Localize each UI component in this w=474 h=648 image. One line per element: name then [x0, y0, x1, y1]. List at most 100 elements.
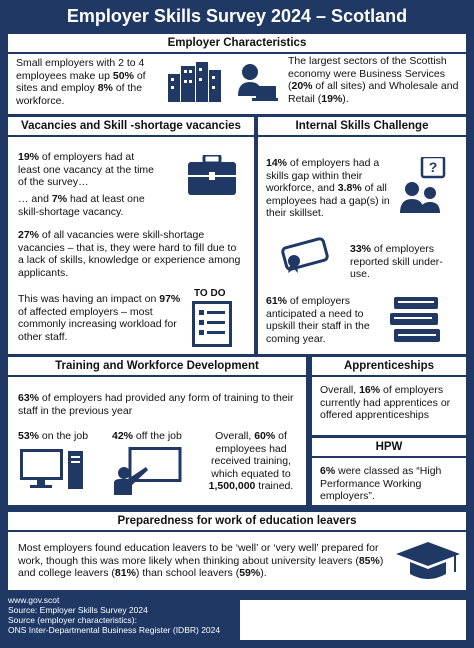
paragraph: 27% of all vacancies were skill-shortage…: [18, 229, 244, 279]
text: of employers had a skills gap within the…: [266, 157, 380, 194]
footer-line: ONS Inter-Departmental Business Register…: [8, 625, 221, 635]
text: of employees had received training, whic…: [211, 430, 291, 480]
computer-icon: [20, 449, 83, 489]
paragraph: 33% of employers reported skill under-us…: [350, 243, 460, 281]
stat: 6%: [320, 465, 336, 477]
stat: 61%: [266, 295, 288, 307]
stat: 19%: [321, 92, 343, 105]
footer: www.gov.scot Source: Employer Skills Sur…: [8, 595, 220, 635]
paragraph: 63% of employers had provided any form o…: [18, 392, 300, 417]
text: had at least one skill-shortage vacancy.: [18, 193, 145, 218]
panel-title: Apprenticeships: [312, 357, 466, 377]
text: ) than school leavers (: [135, 567, 240, 579]
text: This was having an impact on: [18, 293, 160, 305]
hpw-panel: HPW 6% were classed as “High Performance…: [312, 438, 466, 505]
paragraph: Overall, 16% of employers currently had …: [320, 384, 462, 422]
text: of all vacancies were skill-shortage vac…: [18, 229, 241, 279]
stat: 1,500,000: [208, 480, 256, 492]
stat: 19%: [18, 151, 40, 163]
paragraph: 19% of employers had at least one vacanc…: [18, 151, 158, 189]
text: ).: [260, 567, 267, 579]
text: of employers reported skill under-use.: [350, 243, 443, 280]
panel-title: Preparedness for work of education leave…: [8, 512, 466, 532]
svg-text:?: ?: [429, 159, 438, 175]
text: trained.: [255, 480, 294, 492]
paragraph: 42% off the job: [112, 430, 182, 443]
text: off the job: [133, 430, 182, 442]
stat: 3.8%: [337, 182, 362, 194]
stat: 59%: [239, 567, 261, 579]
books-icon: [390, 297, 440, 342]
stat: 81%: [114, 567, 136, 579]
preparedness-panel: Preparedness for work of education leave…: [8, 512, 466, 590]
panel-title: Vacancies and Skill -shortage vacancies: [8, 117, 254, 137]
text: The largest sectors of the Scottish econ…: [288, 55, 447, 92]
paragraph: This was having an impact on 97% of affe…: [18, 293, 182, 343]
vacancies-panel: Vacancies and Skill -shortage vacancies …: [8, 117, 254, 354]
text: were classed as “High Performance Workin…: [320, 465, 442, 502]
text: of all sites) and Wholesale and Retail (: [288, 80, 459, 105]
text: of employers had at least one vacancy at…: [18, 151, 154, 188]
panel-title: HPW: [312, 438, 466, 458]
paragraph: 53% on the job: [18, 430, 88, 443]
text: Overall,: [215, 430, 255, 442]
logo-box: [240, 600, 466, 640]
stat: 8%: [97, 82, 113, 94]
internal-skills-panel: Internal Skills Challenge 14% of employe…: [258, 117, 466, 354]
stat: 97%: [159, 293, 181, 305]
stat: 42%: [112, 430, 134, 442]
training-panel: Training and Workforce Development 63% o…: [8, 357, 306, 505]
stat: 16%: [359, 384, 381, 396]
text: … and: [18, 193, 52, 205]
footer-line: Source (employer characteristics):: [8, 615, 137, 625]
text: of employers currently had apprentices o…: [320, 384, 451, 421]
text: on the job: [39, 430, 89, 442]
stat: 20%: [291, 80, 313, 92]
teacher-icon: [114, 447, 182, 495]
text: of employers had provided any form of tr…: [18, 392, 294, 417]
briefcase-icon: [188, 155, 236, 195]
panel-title: Employer Characteristics: [8, 34, 466, 54]
text: of the workforce.: [16, 82, 143, 107]
paragraph: 6% were classed as “High Performance Wor…: [320, 465, 462, 503]
paragraph: 14% of employers had a skills gap within…: [266, 157, 396, 220]
stat: 50%: [112, 69, 134, 82]
panel-title: Internal Skills Challenge: [258, 117, 466, 137]
certificate-icon: [281, 237, 329, 273]
text: Most employers found education leavers t…: [18, 542, 379, 567]
text: Overall,: [320, 384, 360, 396]
page-title: Employer Skills Survey 2024 – Scotland: [66, 6, 408, 26]
employer-panel: Employer Characteristics Small employers…: [8, 34, 466, 114]
stat: 14%: [266, 157, 288, 169]
text: Small employers with 2 to 4 employees ma…: [16, 57, 145, 82]
footer-line: Source: Employer Skills Survey 2024: [8, 605, 148, 615]
panel-title: Training and Workforce Development: [8, 357, 306, 377]
icons: [168, 62, 278, 102]
text: of affected employers – most commonly in…: [18, 305, 177, 343]
paragraph: … and 7% had at least one skill-shortage…: [18, 193, 168, 218]
stat: 60%: [254, 430, 276, 442]
text: of all employees had a gap(s) in their s…: [266, 182, 390, 219]
clipboard-icon: [192, 301, 232, 347]
text: ) and college leavers (: [18, 554, 384, 580]
stat: 53%: [18, 430, 40, 442]
paragraph: 61% of employers anticipated a need to u…: [266, 295, 382, 345]
paragraph: Most employers found education leavers t…: [18, 542, 390, 580]
paragraph: Overall, 60% of employees had received t…: [202, 430, 300, 493]
icon-label: TO DO: [194, 288, 226, 299]
stat: 33%: [350, 243, 372, 255]
text: of employers anticipated a need to upski…: [266, 295, 370, 345]
stat: 7%: [51, 193, 68, 205]
stat: 63%: [18, 392, 40, 404]
stat: 27%: [18, 229, 40, 241]
paragraph: Small employers with 2 to 4 employees ma…: [16, 57, 164, 107]
footer-line: www.gov.scot: [8, 595, 60, 605]
stat: 85%: [358, 554, 380, 567]
question-icon: ?: [400, 157, 446, 213]
text: of sites and employ: [16, 69, 146, 95]
text: ).: [342, 92, 349, 105]
graduation-cap-icon: [396, 542, 460, 579]
paragraph: The largest sectors of the Scottish econ…: [288, 55, 462, 105]
apprenticeships-panel: Apprenticeships Overall, 16% of employer…: [312, 357, 466, 435]
